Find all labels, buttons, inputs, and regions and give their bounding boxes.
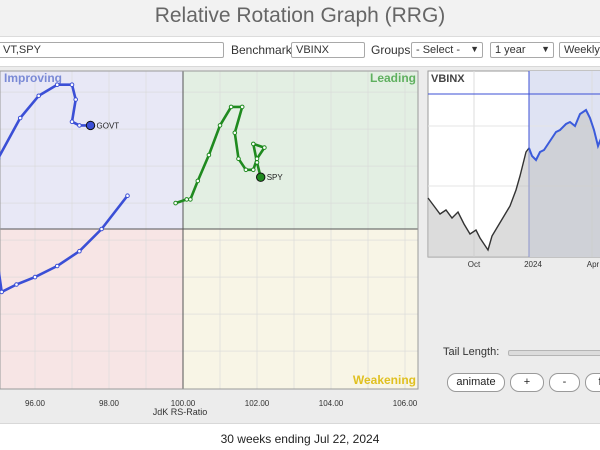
tail-point-govt	[77, 248, 82, 254]
quadrant-weakening	[183, 229, 418, 389]
tail-point-spy	[217, 123, 223, 128]
quadrant-improving	[0, 71, 183, 229]
tail-point-spy	[262, 145, 267, 150]
chevron-down-icon: ▼	[541, 44, 550, 54]
period-footer: 30 weeks ending Jul 22, 2024	[220, 432, 380, 446]
tail-point-spy	[251, 141, 256, 147]
benchmark-input[interactable]: VBINX	[291, 42, 365, 58]
series-label-spy: SPY	[267, 173, 284, 182]
tail-line-govt	[0, 83, 129, 294]
x-tick-label: 104.00	[319, 399, 344, 408]
animate-button[interactable]: animate	[447, 373, 505, 392]
x-tick-label: 102.00	[245, 399, 270, 408]
tail-point-govt	[73, 97, 78, 102]
tail-point-spy	[254, 160, 260, 165]
benchmark-price-line-period	[528, 108, 600, 162]
benchmark-price-line-history	[427, 147, 530, 252]
quadrant-label-weakening: Weakening	[353, 373, 416, 387]
chevron-down-icon: ▼	[470, 44, 479, 54]
rrg-plot-border	[0, 70, 419, 390]
rrg-chart[interactable]: Improving Leading Weakening 96.00 98.00 10…	[0, 66, 600, 422]
tail-point-spy	[243, 167, 249, 173]
page-title: Relative Rotation Graph (RRG)	[154, 4, 446, 27]
tail-point-govt	[54, 82, 60, 88]
x-tick-label: 100.00	[171, 399, 196, 408]
tail-length-slider[interactable]	[508, 350, 600, 356]
groups-value: - Select -	[416, 44, 461, 56]
x-tick-label: 106.00	[393, 399, 418, 408]
tail-point-govt	[0, 289, 4, 295]
x-axis-label: JdK RS-Ratio	[153, 407, 208, 417]
tail-point-spy	[184, 197, 189, 202]
tail-point-spy	[188, 197, 193, 202]
tail-point-spy	[251, 167, 256, 173]
tail-point-govt	[69, 82, 75, 88]
rrg-tails: GOVT SPY	[0, 82, 284, 295]
tail-point-spy	[195, 178, 201, 184]
period-value: 1 year	[495, 44, 526, 56]
tail-length-label: Tail Length:	[443, 346, 500, 358]
benchmark-tick-2024: 2024	[524, 260, 542, 269]
tail-point-spy	[228, 104, 234, 110]
more-options-button[interactable]: f	[585, 373, 600, 392]
benchmark-tick-apr: Apr	[587, 260, 600, 269]
benchmark-price-area	[428, 110, 600, 257]
rs-ratio-tick-labels: 96.00 98.00 100.00 102.00 104.00 106.00	[25, 399, 418, 408]
quadrant-label-leading: Leading	[370, 71, 416, 85]
x-tick-label: 98.00	[99, 399, 120, 408]
benchmark-symbol-label: VBINX	[431, 73, 465, 85]
tail-point-spy	[206, 152, 212, 158]
benchmark-value: VBINX	[296, 44, 330, 56]
benchmark-label: Benchmark:	[231, 43, 296, 57]
quadrant-lagging	[0, 229, 183, 389]
frequency-select[interactable]: Weekly	[559, 42, 600, 58]
symbols-value: VT,SPY	[3, 44, 41, 56]
tail-point-govt	[14, 282, 19, 287]
tail-point-govt	[54, 263, 60, 269]
tail-point-govt	[32, 274, 38, 280]
tail-point-govt	[99, 226, 104, 232]
tail-point-govt	[36, 93, 42, 99]
tail-point-govt	[77, 123, 82, 128]
rrg-grid	[0, 71, 418, 389]
tail-point-govt	[125, 193, 130, 198]
tail-point-spy	[254, 156, 260, 161]
series-label-govt: GOVT	[97, 121, 120, 130]
frequency-value: Weekly	[564, 44, 600, 56]
head-marker-spy[interactable]	[256, 172, 266, 182]
groups-label: Groups:	[371, 43, 414, 57]
period-select[interactable]: 1 year ▼	[490, 42, 554, 58]
benchmark-tick-oct: Oct	[468, 260, 481, 269]
quadrant-leading	[183, 71, 418, 229]
quadrant-label-improving: Improving	[4, 71, 62, 85]
head-marker-govt[interactable]	[85, 120, 96, 131]
tail-point-govt	[17, 115, 23, 121]
x-tick-label: 96.00	[25, 399, 46, 408]
controls-bar: VT,SPY Benchmark: VBINX Groups: - Select…	[0, 40, 600, 62]
symbols-input[interactable]: VT,SPY	[0, 42, 224, 58]
tail-point-spy	[232, 130, 238, 136]
tail-point-spy	[239, 104, 245, 110]
step-forward-button[interactable]: +	[510, 373, 544, 392]
tail-point-spy	[173, 200, 178, 206]
step-back-button[interactable]: -	[549, 373, 580, 392]
groups-select[interactable]: - Select - ▼	[411, 42, 483, 58]
tail-point-govt	[69, 119, 75, 125]
title-bar: Relative Rotation Graph (RRG)	[0, 0, 600, 37]
tail-point-spy	[236, 156, 241, 161]
